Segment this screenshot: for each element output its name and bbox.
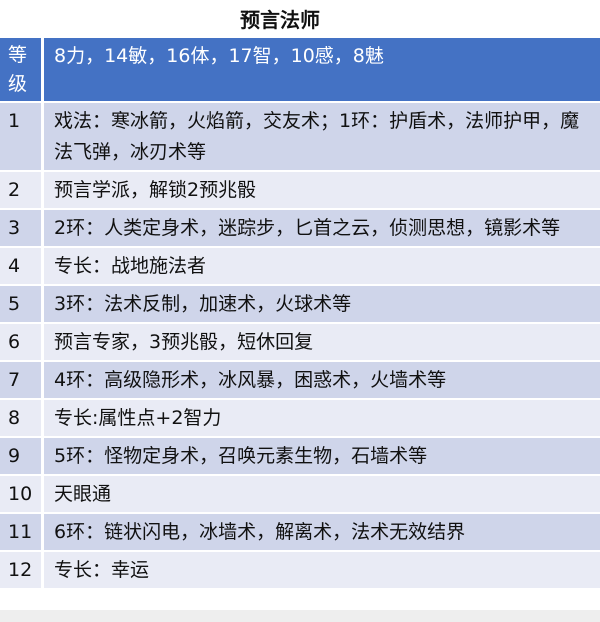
level-cell: 11 <box>0 514 44 550</box>
feature-cell: 专长：幸运 <box>54 559 150 581</box>
feature-cell: 3环：法术反制，加速术，火球术等 <box>54 293 352 315</box>
level-cell: 9 <box>0 438 44 474</box>
feature-cell: 专长：战地施法者 <box>54 255 207 277</box>
table-row: 7 4环：高级隐形术，冰风暴，困惑术，火墙术等 <box>0 362 600 400</box>
level-header: 等级 <box>0 38 44 101</box>
table-row: 10 天眼通 <box>0 476 600 514</box>
level-cell: 2 <box>0 172 44 208</box>
table-row: 4 专长：战地施法者 <box>0 248 600 286</box>
table-row: 8 专长:属性点+2智力 <box>0 400 600 438</box>
table-row: 5 3环：法术反制，加速术，火球术等 <box>0 286 600 324</box>
level-cell: 1 <box>0 103 44 170</box>
level-cell: 10 <box>0 476 44 512</box>
feature-cell: 6环：链状闪电，冰墙术，解离术，法术无效结界 <box>54 521 466 543</box>
level-cell: 3 <box>0 210 44 246</box>
feature-cell: 5环：怪物定身术，召唤元素生物，石墙术等 <box>54 445 428 467</box>
table-row: 11 6环：链状闪电，冰墙术，解离术，法术无效结界 <box>0 514 600 552</box>
level-cell: 4 <box>0 248 44 284</box>
table-row: 2 预言学派，解锁2预兆骰 <box>0 172 600 210</box>
table-header-row: 等级 8力，14敏，16体，17智，10感，8魅 <box>0 38 600 103</box>
table-title: 预言法师 <box>240 8 320 32</box>
feature-cell: 2环：人类定身术，迷踪步，匕首之云，侦测思想，镜影术等 <box>54 217 561 239</box>
feature-cell: 预言学派，解锁2预兆骰 <box>54 179 257 201</box>
level-cell: 12 <box>0 552 44 588</box>
table-row: 9 5环：怪物定身术，召唤元素生物，石墙术等 <box>0 438 600 476</box>
table-row: 1 戏法：寒冰箭，火焰箭，交友术；1环：护盾术，法师护甲，魔法飞弹，冰刃术等 <box>0 103 600 172</box>
level-cell: 6 <box>0 324 44 360</box>
feature-cell: 专长:属性点+2智力 <box>54 407 222 429</box>
level-cell: 5 <box>0 286 44 322</box>
level-cell: 7 <box>0 362 44 398</box>
table-row: 6 预言专家，3预兆骰，短休回复 <box>0 324 600 362</box>
level-cell: 8 <box>0 400 44 436</box>
feature-cell: 戏法：寒冰箭，火焰箭，交友术；1环：护盾术，法师护甲，魔法飞弹，冰刃术等 <box>54 110 580 163</box>
feature-cell: 天眼通 <box>54 483 112 505</box>
level-table: 等级 8力，14敏，16体，17智，10感，8魅 1 戏法：寒冰箭，火焰箭，交友术… <box>0 38 600 590</box>
stats-header: 8力，14敏，16体，17智，10感，8魅 <box>54 45 384 67</box>
table-row: 12 专长：幸运 <box>0 552 600 590</box>
feature-cell: 4环：高级隐形术，冰风暴，困惑术，火墙术等 <box>54 369 447 391</box>
table-row: 3 2环：人类定身术，迷踪步，匕首之云，侦测思想，镜影术等 <box>0 210 600 248</box>
footer-area <box>0 610 600 622</box>
feature-cell: 预言专家，3预兆骰，短休回复 <box>54 331 314 353</box>
